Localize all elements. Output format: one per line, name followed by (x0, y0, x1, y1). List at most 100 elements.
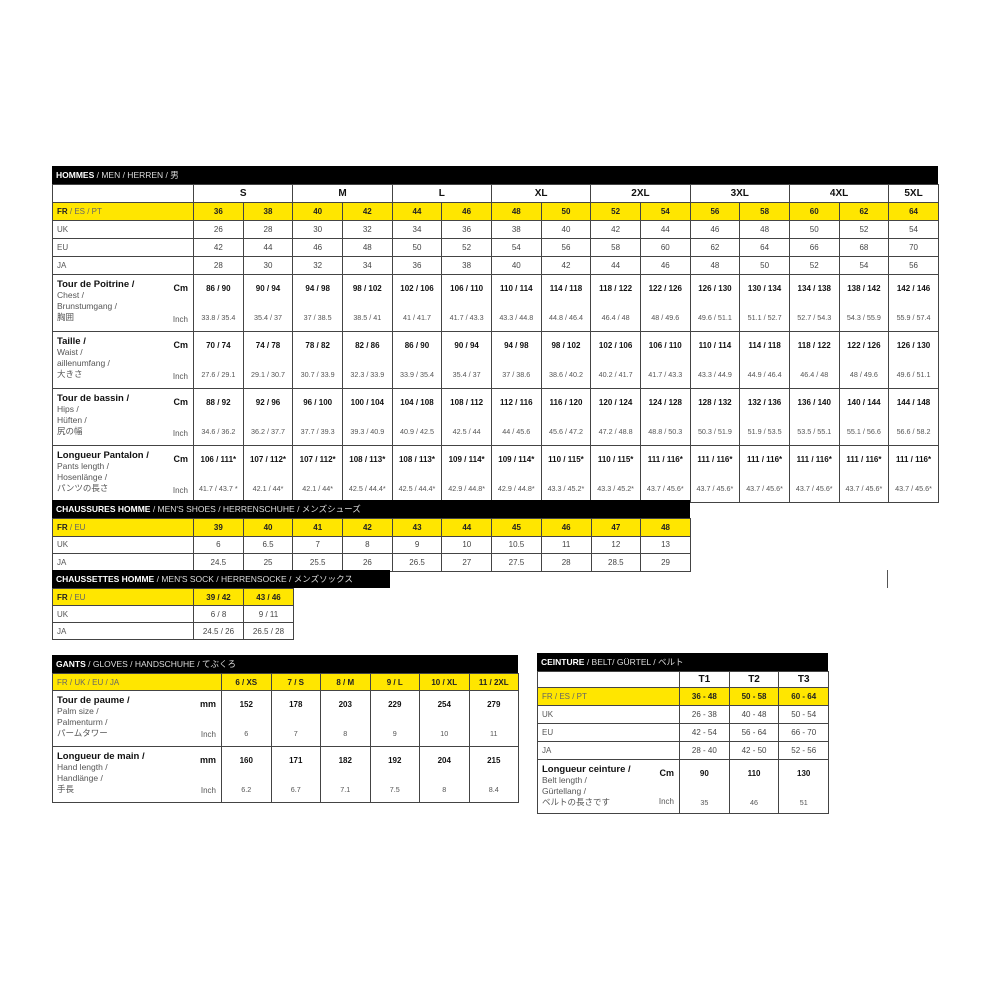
cell: 50 (788, 220, 840, 239)
title-bold: HOMMES (56, 170, 95, 180)
gloves-size-chart: GANTS / GLOVES / HANDSCHUHE / てぶくろ FR / U… (52, 655, 519, 803)
cell: 36 (441, 220, 492, 239)
measurement-row: Tour de paume / Palm size / Palmenturm / パー… (52, 690, 519, 747)
value-cm: 152 (239, 700, 253, 709)
cell: 66 - 70 (778, 723, 830, 742)
measurement-cell: 82 / 86 32.3 / 33.9 (341, 331, 393, 389)
unit-cm: Cm (173, 340, 188, 350)
measurement-cell: 110 / 115* 43.3 / 45.2* (540, 445, 592, 503)
title-rest: / MEN / HERREN / 男 (94, 170, 179, 180)
value-inch: 9 (392, 729, 397, 738)
fr-label: FR / ES / PT (52, 202, 194, 221)
measurement-cell: 102 / 106 40.2 / 41.7 (590, 331, 641, 389)
value-cm: 120 / 124 (598, 398, 633, 407)
measurement-cell: 215 8.4 (468, 746, 519, 803)
measurement-name: 尻の幅 (57, 426, 83, 436)
value-cm: 90 (699, 769, 709, 778)
value-inch: 41 / 41.7 (402, 313, 431, 322)
title-rest: / MEN'S SHOES / HERRENSCHUHE / メンズシューズ (150, 504, 361, 514)
row-label: JA (52, 622, 194, 640)
value-inch: 36.2 / 37.7 (251, 427, 285, 436)
fr-size: 38 (242, 202, 294, 221)
fr-size: 36 - 48 (679, 687, 730, 706)
measurement-name: Hüften / (57, 415, 87, 425)
value-inch: 51 (799, 798, 808, 807)
value-cm: 182 (338, 756, 352, 765)
value-cm: 100 / 104 (350, 398, 384, 407)
value-inch: 44.8 / 46.4 (548, 313, 583, 322)
cell: 28 (242, 220, 294, 239)
value-inch: 42.1 / 44* (302, 484, 334, 493)
size-group: T1 (679, 671, 730, 688)
value-cm: 96 / 100 (303, 398, 333, 407)
cell: 62 (689, 238, 741, 257)
cell: 9 / 11 (243, 605, 294, 623)
measurement-cell: 90 / 94 35.4 / 37 (242, 274, 294, 332)
value-inch: 34.6 / 36.2 (201, 427, 236, 436)
value-inch: 55.9 / 57.4 (896, 313, 931, 322)
fr-label: FR / EU (52, 518, 194, 537)
cell: 7 (292, 535, 344, 554)
value-cm: 114 / 118 (549, 284, 583, 293)
measurement-label: Tour de bassin / Hips / Hüften / 尻の幅 Cm Inch (52, 388, 194, 446)
fr-size: 39 / 42 (193, 588, 244, 606)
cell: 56 - 64 (728, 723, 780, 742)
cell: 56 (888, 256, 939, 275)
value-cm: 98 / 102 (352, 284, 382, 293)
title-rest: / BELT/ GÜRTEL / ベルト (586, 657, 684, 667)
fr-size: 45 (491, 518, 542, 537)
title-bold: CHAUSSURES HOMME (56, 504, 151, 514)
row-label: UK (537, 705, 680, 724)
value-cm: 102 / 106 (598, 341, 633, 350)
measurement-cell: 152 6 (221, 690, 272, 747)
value-inch: 43.3 / 44.9 (697, 370, 732, 379)
value-cm: 112 / 116 (500, 398, 533, 407)
value-inch: 42.5 / 44 (452, 427, 481, 436)
value-cm: 126 / 130 (698, 284, 732, 293)
value-cm: 142 / 146 (896, 284, 931, 293)
size-group: S (192, 184, 294, 203)
value-inch: 38.6 / 40.2 (548, 370, 583, 379)
value-inch: 8.4 (488, 785, 499, 794)
unit-cm: mm (199, 755, 216, 765)
measurement-cell: 96 / 100 37.7 / 39.3 (292, 388, 343, 446)
value-cm: 134 / 138 (797, 284, 831, 293)
measurement-cell: 279 11 (468, 690, 519, 747)
measurement-cell: 92 / 96 36.2 / 37.7 (242, 388, 294, 446)
cell: 52 - 56 (778, 741, 830, 760)
value-inch: 48 / 49.6 (849, 370, 878, 379)
fr-size: 48 (490, 202, 542, 221)
cell: 42 (540, 256, 592, 275)
value-inch: 43.7 / 45.6* (845, 484, 883, 493)
measurement-cell: 142 / 146 55.9 / 57.4 (888, 274, 939, 332)
value-cm: 114 / 118 (748, 341, 781, 350)
fr-label-bold: FR (57, 207, 68, 216)
title-rest: / GLOVES / HANDSCHUHE / てぶくろ (85, 659, 236, 669)
fr-size: 50 (540, 202, 592, 221)
value-inch: 52.7 / 54.3 (797, 313, 832, 322)
cell: 48 (739, 220, 790, 239)
value-inch: 42.9 / 44.8* (448, 484, 486, 493)
value-cm: 78 / 82 (305, 341, 330, 350)
men-size-chart: HOMMES / MEN / HERREN / 男 S M L XL 2XL 3XL 4XL 5… (52, 166, 939, 503)
cell: 54 (838, 256, 890, 275)
value-inch: 43.3 / 44.8 (499, 313, 534, 322)
size-group: T2 (728, 671, 780, 688)
table-row: UK 26 - 38 40 - 48 50 - 54 (537, 705, 830, 724)
value-inch: 10 (440, 729, 449, 738)
value-cm: 160 (239, 756, 253, 765)
measurement-cell: 106 / 111* 41.7 / 43.7 * (193, 445, 244, 503)
measurement-cell: 128 / 132 50.3 / 51.9 (689, 388, 741, 446)
cell: 13 (640, 535, 691, 554)
measurement-cell: 108 / 113* 42.5 / 44.4* (391, 445, 443, 503)
measurement-cell: 88 / 92 34.6 / 36.2 (193, 388, 244, 446)
row-label: UK (52, 535, 194, 554)
value-cm: 144 / 148 (896, 398, 931, 407)
value-inch: 43.7 / 45.6* (795, 484, 833, 493)
cell: 46 (292, 238, 343, 257)
value-inch: 30.7 / 33.9 (300, 370, 335, 379)
measurement-cell: 111 / 116* 43.7 / 45.6* (739, 445, 790, 503)
measurement-label: Tour de paume / Palm size / Palmenturm / パー… (52, 690, 222, 747)
fr-size: 8 / M (320, 673, 371, 691)
measurement-name: Pants length / (57, 461, 109, 471)
